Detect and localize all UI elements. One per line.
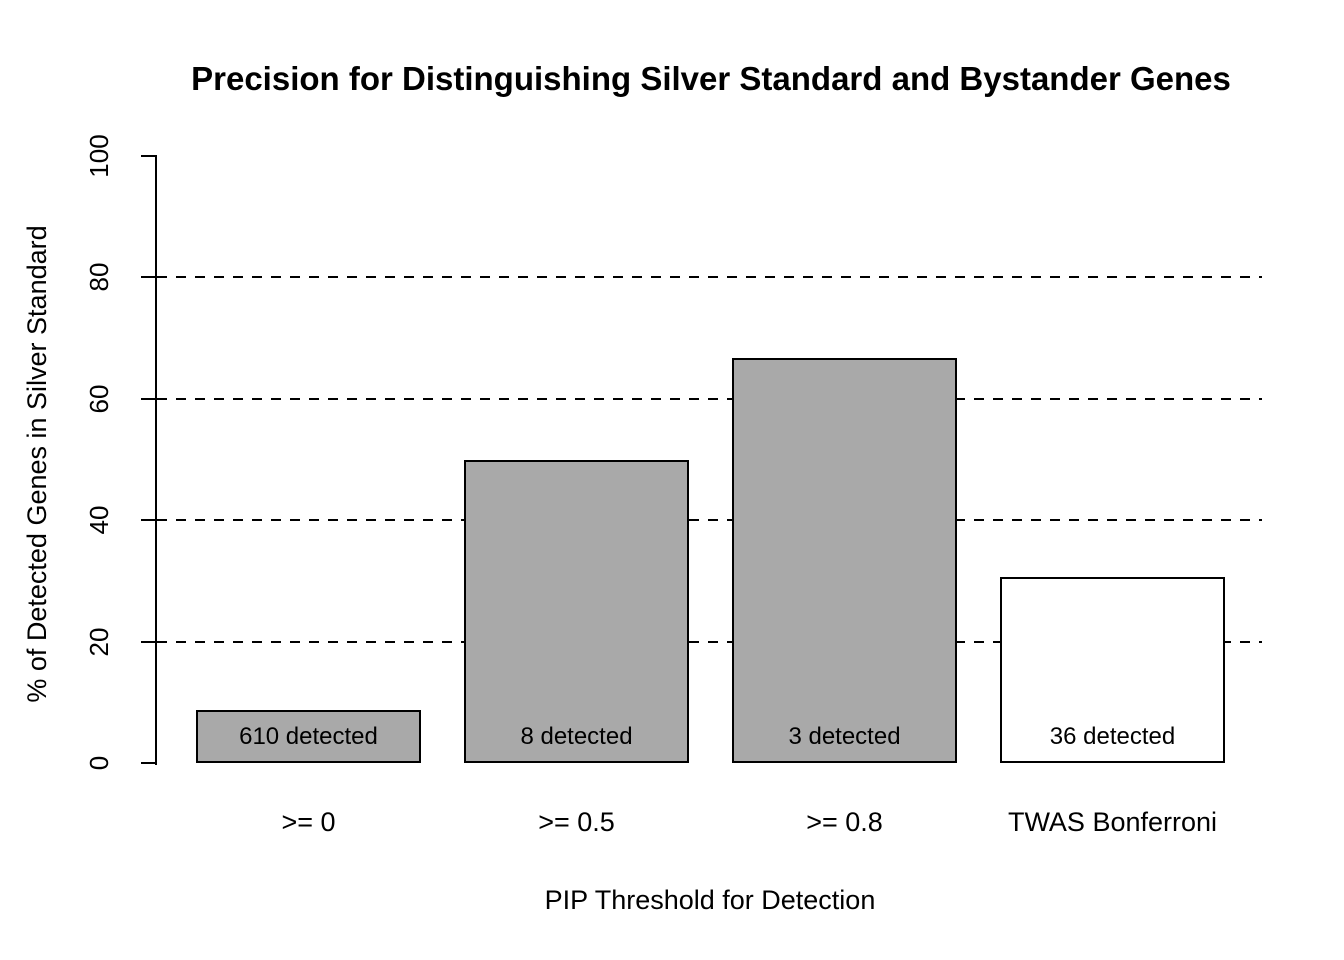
bar: 610 detected bbox=[196, 710, 421, 763]
y-tick bbox=[141, 519, 157, 522]
bar-count-label: 3 detected bbox=[788, 722, 901, 750]
y-tick bbox=[141, 397, 157, 400]
y-tick-label: 100 bbox=[83, 134, 114, 178]
y-tick-label: 20 bbox=[83, 627, 114, 657]
x-category-label: TWAS Bonferroni bbox=[1007, 807, 1218, 837]
y-tick bbox=[141, 640, 157, 643]
bar-count-label: 8 detected bbox=[520, 723, 633, 750]
y-tick bbox=[141, 155, 157, 157]
gridline bbox=[157, 276, 1262, 279]
y-tick-label: 0 bbox=[83, 755, 114, 771]
bar: 8 detected bbox=[464, 459, 689, 763]
y-tick-label: 40 bbox=[83, 505, 114, 535]
bar-count-label: 36 detected bbox=[1049, 722, 1176, 750]
y-tick bbox=[141, 762, 157, 764]
bar-count-label: 610 detected bbox=[239, 722, 378, 750]
gridline bbox=[157, 397, 1262, 400]
bar: 36 detected bbox=[1000, 577, 1225, 763]
y-axis-line bbox=[155, 155, 157, 765]
gridline bbox=[157, 640, 1262, 643]
chart-title: Precision for Distinguishing Silver Stan… bbox=[191, 60, 1231, 97]
x-axis-title: PIP Threshold for Detection bbox=[544, 885, 876, 915]
y-tick bbox=[141, 276, 157, 279]
y-axis-title: % of Detected Genes in Silver Standard bbox=[21, 225, 52, 703]
y-tick-label: 80 bbox=[83, 262, 114, 292]
x-category-label: >= 0.5 bbox=[538, 807, 615, 837]
x-category-label: >= 0 bbox=[281, 807, 336, 837]
gridline bbox=[157, 519, 1262, 522]
x-category-label: >= 0.8 bbox=[806, 807, 883, 837]
y-tick-label: 60 bbox=[83, 384, 114, 414]
bar: 3 detected bbox=[732, 358, 957, 763]
